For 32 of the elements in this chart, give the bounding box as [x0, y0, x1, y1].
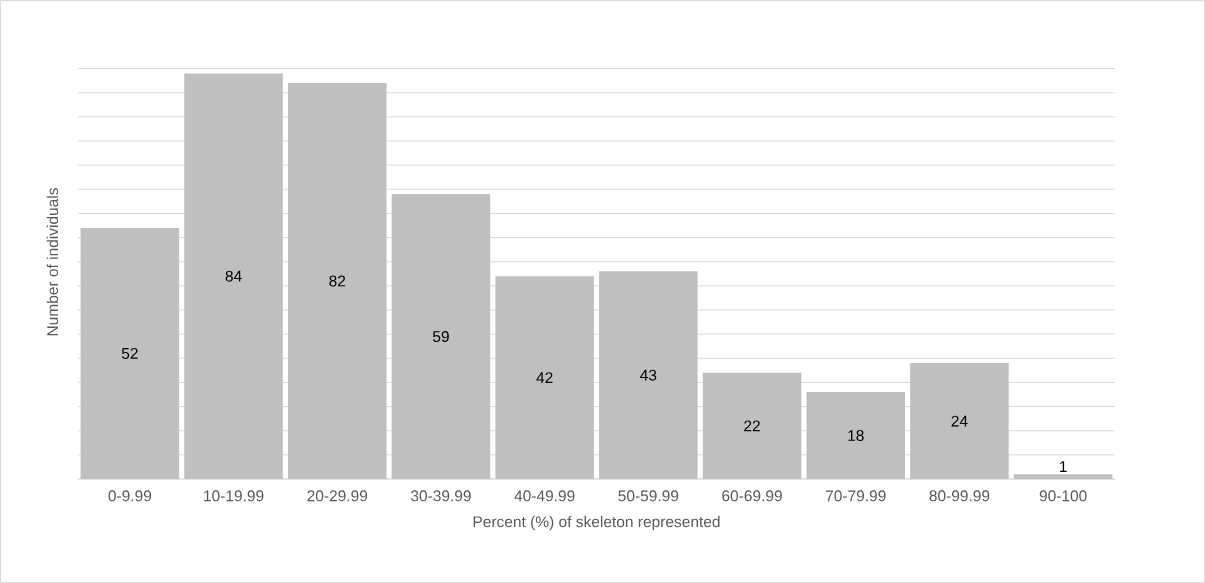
x-tick-label: 70-79.99	[825, 490, 886, 502]
x-tick-label: 40-49.99	[514, 490, 575, 502]
x-tick-label: 10-19.99	[204, 490, 264, 502]
data-label: 22	[744, 420, 760, 432]
x-tick-label: 30-39.99	[410, 490, 471, 502]
data-label: 52	[121, 347, 138, 359]
x-tick-label: 90-100	[1039, 490, 1087, 502]
bar	[184, 73, 283, 479]
x-tick-label: 0-9.99	[108, 490, 152, 502]
data-label: 42	[536, 372, 553, 383]
data-label: 43	[640, 369, 657, 381]
data-label: 82	[329, 275, 346, 287]
bar	[391, 194, 491, 479]
x-tick-label: 50-59.99	[618, 490, 679, 502]
bar	[1013, 474, 1113, 479]
data-label: 1	[1060, 461, 1067, 472]
bar	[910, 363, 1009, 479]
bar	[806, 392, 905, 479]
bar	[495, 276, 594, 479]
bar	[599, 271, 698, 479]
bar	[80, 227, 180, 479]
data-label: 84	[225, 270, 242, 282]
bar	[702, 372, 802, 479]
x-tick-label: 20-29.99	[307, 490, 368, 502]
y-axis-title: Number of individuals	[46, 188, 59, 336]
data-label: 24	[951, 415, 968, 427]
data-label: 59	[432, 331, 449, 343]
data-label: 18	[848, 430, 864, 442]
bar	[288, 83, 387, 479]
x-tick-label: 60-69.99	[722, 490, 782, 502]
x-axis-title: Percent (%) of skeleton represented	[473, 515, 720, 531]
x-tick-label: 80-99.99	[929, 490, 990, 502]
